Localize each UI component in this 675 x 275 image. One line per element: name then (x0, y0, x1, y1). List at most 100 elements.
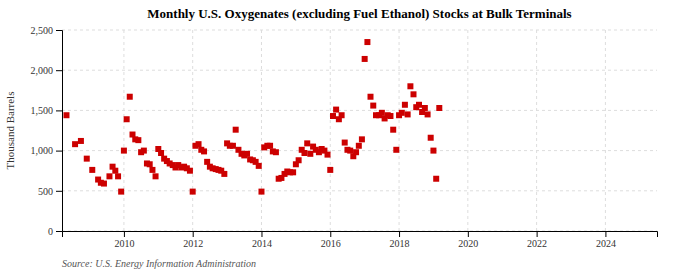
x-tick-mark (399, 231, 400, 237)
point (307, 151, 313, 157)
point (433, 176, 439, 182)
y-tick: 1,500 (31, 105, 63, 116)
point (190, 189, 196, 195)
y-tick: 2,500 (31, 25, 63, 36)
x-tick-mark (193, 231, 194, 237)
x-tick-mark (330, 231, 331, 237)
point (101, 181, 107, 187)
point (370, 103, 376, 109)
x-tick-label: 2018 (390, 238, 410, 249)
point (353, 149, 359, 155)
title: Monthly U.S. Oxygenates (excluding Fuel … (147, 6, 571, 21)
y-axis: 0 500 1,000 1,500 2,000 2,500 (31, 25, 63, 237)
point (339, 112, 345, 118)
y-tick-mark (56, 110, 62, 111)
point (290, 169, 296, 175)
x-grid-line (605, 30, 606, 231)
y-tick-label: 2,000 (31, 65, 54, 76)
point (359, 136, 365, 142)
y-tick-mark (56, 151, 62, 152)
point (422, 105, 428, 111)
point (356, 143, 362, 149)
point (230, 143, 236, 149)
x-tick: 2020 (458, 231, 478, 249)
point (63, 112, 69, 118)
point (347, 148, 353, 154)
point (267, 143, 273, 149)
x-tick: 2010 (114, 231, 134, 249)
y-tick: 2,000 (31, 65, 63, 76)
point (256, 163, 262, 169)
x-grid-line (467, 30, 468, 231)
x-grid-line (536, 30, 537, 231)
point (258, 189, 264, 195)
x-grid-line (330, 30, 331, 231)
y-axis-line (56, 31, 63, 232)
point (436, 105, 442, 111)
x-tick-label: 2020 (458, 238, 478, 249)
point (379, 110, 385, 116)
point (342, 140, 348, 146)
x-grid-line (192, 30, 193, 231)
point (244, 151, 250, 157)
y-tick-label: 1,500 (31, 105, 54, 116)
x-tick-mark (605, 231, 606, 237)
x-tick-label: 2010 (114, 238, 134, 249)
point (390, 127, 396, 133)
y-axis-label: Thousand Barrels (4, 92, 16, 170)
y-grid-line (62, 110, 657, 111)
x-tick-mark (537, 231, 538, 237)
plot-area: 2010 2012 2014 2016 2018 2020 2022 2024 0 500 1,00… (31, 25, 658, 249)
y-tick-mark (56, 30, 62, 31)
y-tick-mark (56, 231, 62, 232)
point (416, 102, 422, 108)
point (121, 148, 127, 154)
y-tick-mark (56, 191, 62, 192)
points (63, 39, 442, 195)
point (141, 148, 147, 154)
x-tick-label: 2012 (183, 238, 203, 249)
point (233, 127, 239, 133)
x-grid-line (123, 30, 124, 231)
point (118, 189, 124, 195)
point (112, 168, 118, 174)
x-tick-label: 2016 (321, 238, 341, 249)
point (78, 138, 84, 144)
x-tick: 2016 (321, 231, 341, 249)
point (368, 94, 374, 100)
y-tick-mark (56, 70, 62, 71)
x-axis: 2010 2012 2014 2016 2018 2020 2022 2024 (63, 231, 658, 249)
x-grid-line (399, 30, 400, 231)
x-tick-label: 2024 (596, 238, 616, 249)
y-tick-label: 500 (38, 186, 53, 197)
point (115, 173, 121, 179)
point (425, 111, 431, 117)
y-tick: 500 (38, 186, 62, 197)
x-tick: 2022 (527, 231, 547, 249)
point (187, 168, 193, 174)
point (84, 156, 90, 162)
y-grid-line (62, 30, 657, 31)
source-note: Source: U.S. Energy Information Administ… (62, 258, 256, 269)
point (72, 141, 78, 147)
point (407, 83, 413, 89)
point (147, 161, 153, 167)
y-tick-label: 0 (48, 226, 53, 237)
x-grid-line (261, 30, 262, 231)
point (296, 157, 302, 163)
y-tick-label: 1,000 (31, 145, 54, 156)
point (135, 137, 141, 143)
point (330, 113, 336, 119)
point (364, 39, 370, 45)
x-tick-label: 2022 (527, 238, 547, 249)
grid (62, 30, 657, 231)
point (410, 91, 416, 97)
x-tick: 2014 (252, 231, 272, 249)
x-tick: 2012 (183, 231, 203, 249)
point (89, 167, 95, 173)
y-grid-line (62, 190, 657, 191)
point (387, 113, 393, 119)
point (325, 152, 331, 158)
x-tick: 2018 (390, 231, 410, 249)
y-grid-line (62, 150, 657, 151)
